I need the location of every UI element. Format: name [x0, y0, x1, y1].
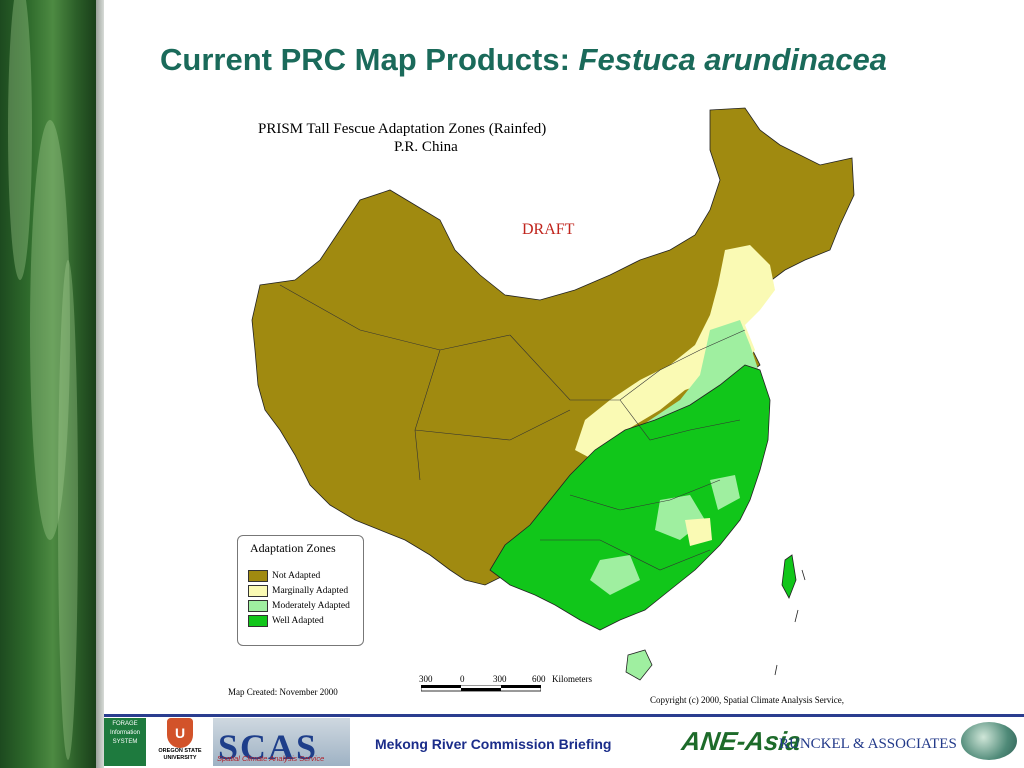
legend-title: Adaptation Zones: [250, 541, 336, 555]
moderate-patches: [590, 475, 740, 595]
map-legend: Adaptation Zones Not Adapted Marginally …: [237, 535, 364, 646]
legend-swatch: [248, 570, 268, 582]
taiwan-island: [781, 554, 797, 599]
marginally-adapted-region: [575, 245, 775, 458]
not-adapted-region: [251, 107, 855, 586]
copyright-text: Copyright (c) 2000, Spatial Climate Anal…: [650, 695, 844, 705]
scale-bar: 300 0 300 600 Kilometers: [417, 674, 617, 700]
slide-title: Current PRC Map Products: Festuca arundi…: [160, 42, 887, 77]
scale-tick: 600: [532, 674, 546, 684]
runckel-logo-text: RUNCKEL & ASSOCIATES: [779, 736, 957, 752]
scale-tick: 300: [419, 674, 433, 684]
scale-bar-graphic: [421, 685, 541, 692]
scale-unit: Kilometers: [552, 674, 592, 684]
sidebar-edge: [96, 0, 104, 768]
scale-tick: 0: [460, 674, 465, 684]
map-title-line2: P.R. China: [394, 139, 458, 155]
well-adapted-region: [489, 364, 771, 631]
legend-item: Marginally Adapted: [248, 585, 348, 599]
province-boundaries: [279, 284, 746, 571]
legend-item: Not Adapted: [248, 570, 320, 584]
draft-label: DRAFT: [522, 221, 575, 238]
osu-shield-icon: U: [167, 718, 193, 748]
marginal-patch: [685, 518, 712, 546]
china-adaptation-map: [251, 107, 855, 681]
scas-logo: SCAS Spatial Climate Analysis Service: [213, 718, 350, 766]
globe-icon: [961, 722, 1017, 760]
legend-swatch: [248, 615, 268, 627]
scale-tick: 300: [493, 674, 507, 684]
forage-information-system-logo: FORAGE Information SYSTEM: [104, 718, 146, 766]
hainan-island: [625, 649, 653, 681]
legend-swatch: [248, 600, 268, 612]
legend-item: Well Adapted: [248, 615, 324, 629]
map-title: PRISM Tall Fescue Adaptation Zones (Rain…: [258, 120, 618, 156]
legend-item: Moderately Adapted: [248, 600, 350, 614]
oregon-state-university-logo: U OREGON STATE UNIVERSITY: [152, 718, 208, 766]
map-title-line1: PRISM Tall Fescue Adaptation Zones (Rain…: [258, 121, 547, 137]
footer-divider: [104, 714, 1024, 717]
footer-briefing-text: Mekong River Commission Briefing: [375, 736, 612, 752]
legend-swatch: [248, 585, 268, 597]
south-sea-marks: [774, 569, 806, 676]
grass-sidebar-image: [0, 0, 96, 768]
map-created-date: Map Created: November 2000: [228, 687, 338, 697]
